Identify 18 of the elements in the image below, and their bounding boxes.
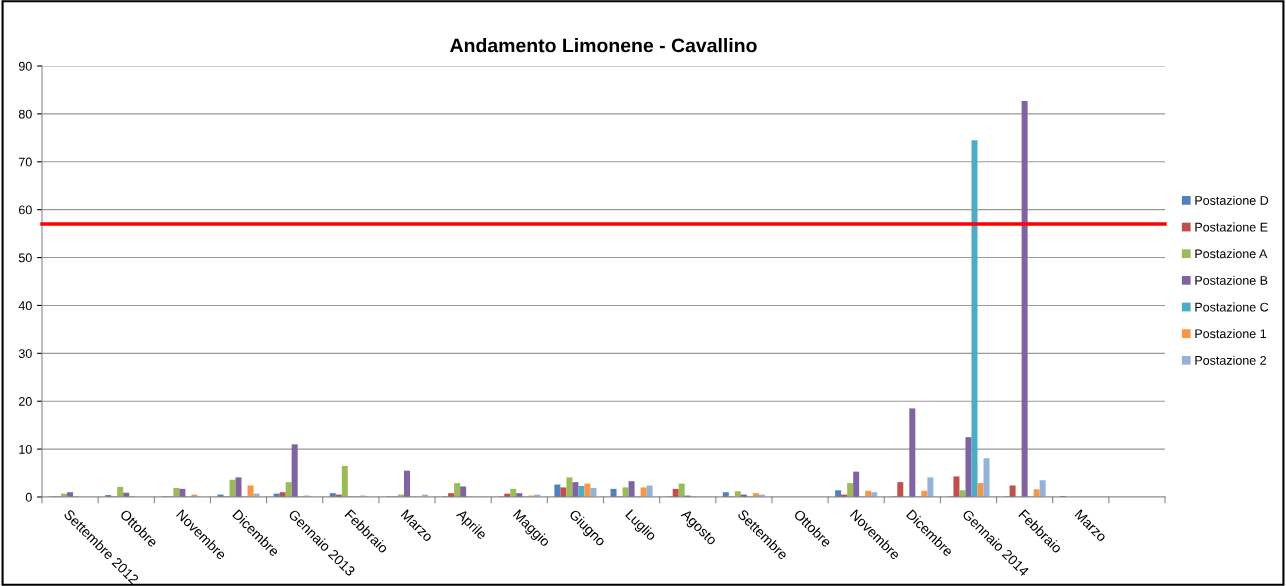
y-tick-label: 30 <box>18 349 32 358</box>
legend-label: Postazione D <box>1195 195 1269 205</box>
y-tick-label: 90 <box>18 61 32 71</box>
legend-label: Postazione B <box>1195 275 1268 285</box>
y-tick-label: 70 <box>19 157 32 167</box>
legend-label: Postazione 1 <box>1195 328 1267 339</box>
legend-label: Postazione A <box>1195 249 1268 259</box>
y-tick-label: 0 <box>25 492 32 502</box>
y-tick-label: 80 <box>18 109 32 119</box>
y-tick-label: 40 <box>18 301 32 311</box>
y-tick-label: 10 <box>19 444 32 454</box>
legend-label: Postazione C <box>1195 302 1269 312</box>
y-tick-label: 60 <box>19 205 32 215</box>
chart-title: Andamento Limonene - Cavallino <box>450 38 757 53</box>
y-tick-label: 50 <box>18 253 32 263</box>
y-tick-label: 20 <box>19 397 32 406</box>
legend-label: Postazione E <box>1195 222 1268 232</box>
legend-label: Postazione 2 <box>1195 355 1267 365</box>
